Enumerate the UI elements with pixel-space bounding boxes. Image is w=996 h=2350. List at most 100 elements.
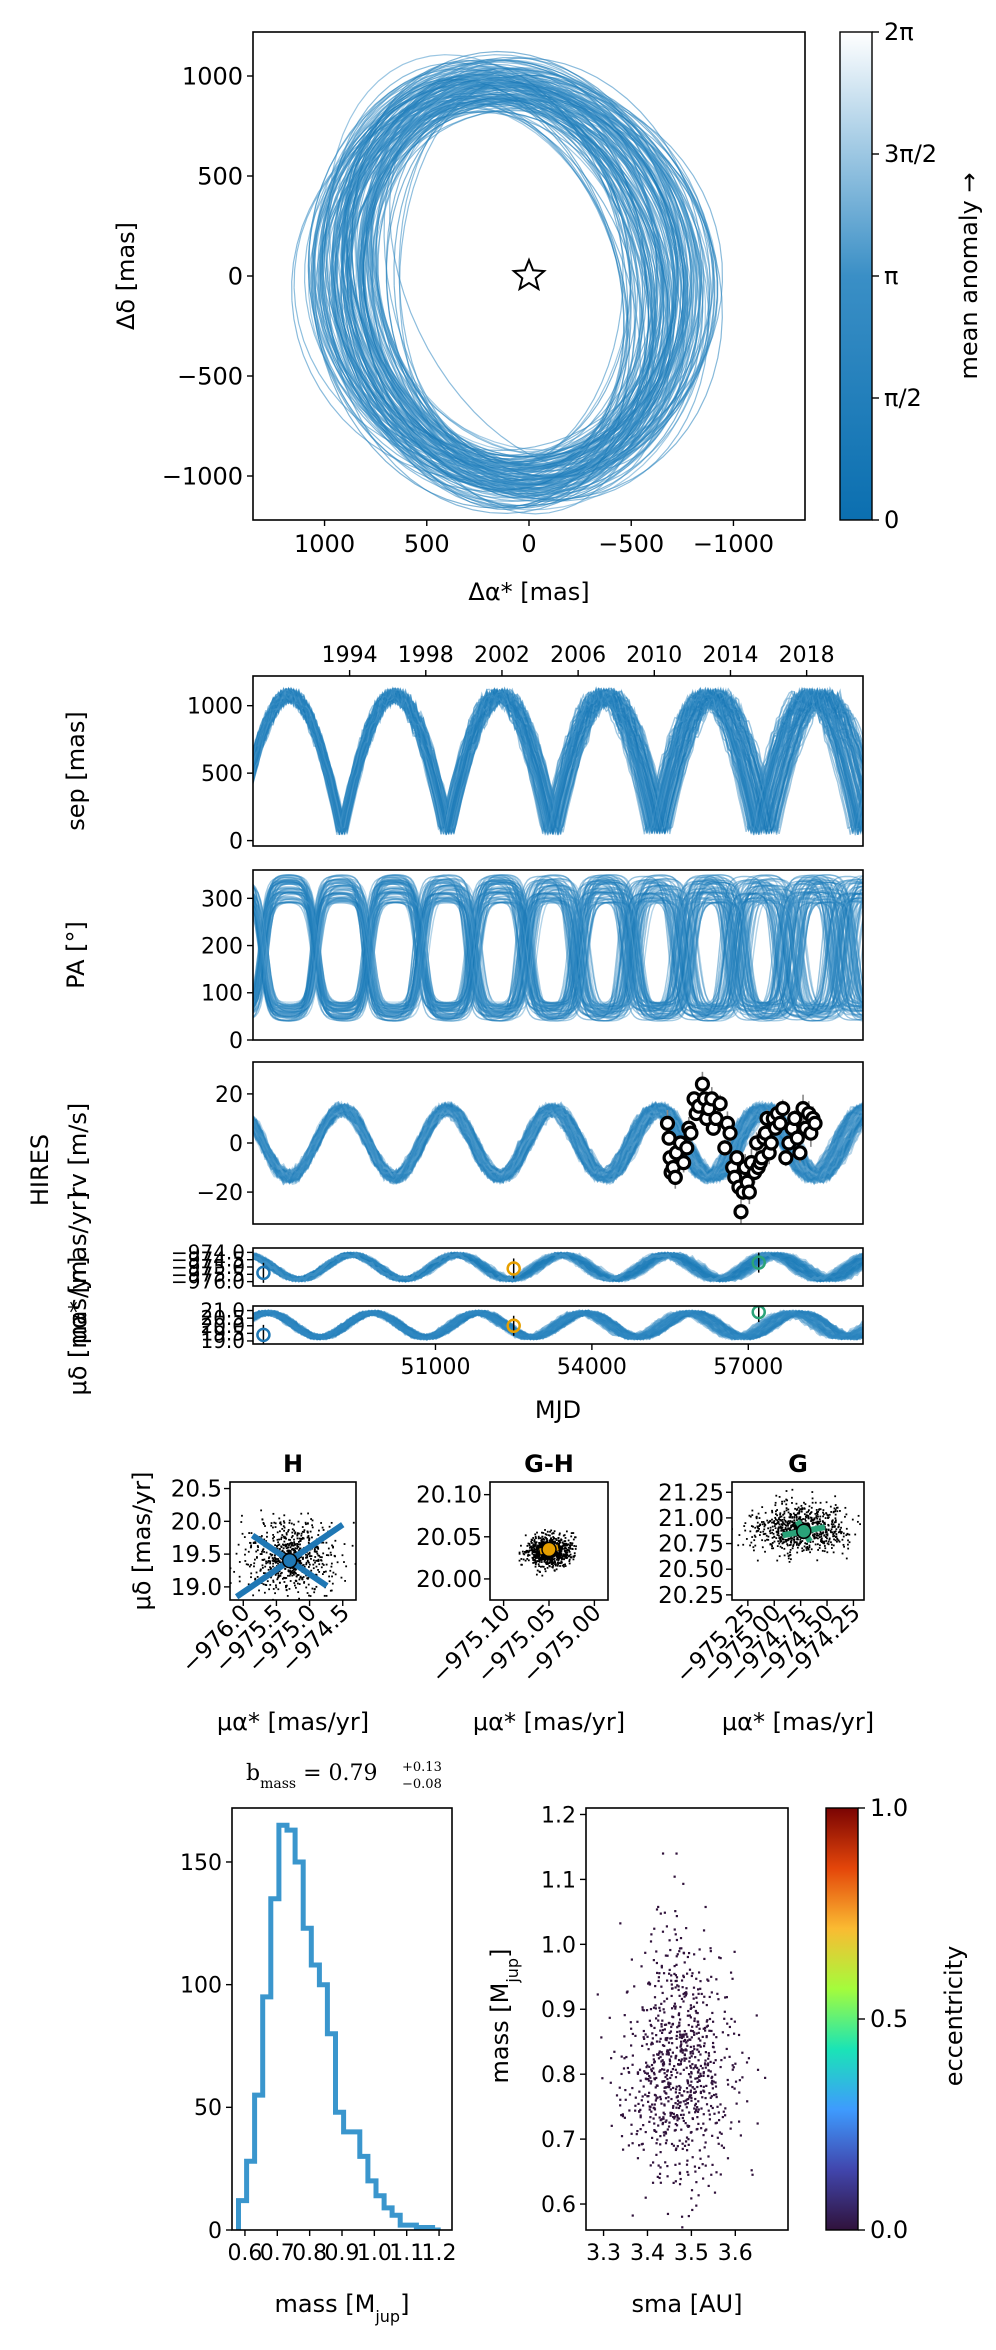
pm-sample-point	[330, 1562, 333, 1565]
posterior-sample-point	[663, 2023, 667, 2026]
pm-sample-point	[842, 1532, 845, 1535]
pm-sample-point	[781, 1521, 784, 1523]
sep-track	[253, 689, 863, 836]
pa-track	[253, 883, 863, 1020]
pm-sample-point	[788, 1544, 791, 1547]
y-tick-label: 19.0	[200, 1329, 245, 1353]
posterior-sample-point	[634, 2034, 637, 2037]
pm-sample-point	[274, 1558, 277, 1561]
posterior-sample-point	[686, 2044, 689, 2047]
posterior-sample-point	[738, 2079, 741, 2082]
pm-sample-point	[787, 1511, 790, 1514]
pm-sample-point	[839, 1528, 842, 1531]
pm-sample-point	[278, 1543, 281, 1546]
pm-sample-point	[842, 1535, 845, 1538]
pm-sample-point	[800, 1508, 803, 1511]
posterior-sample-point	[679, 2072, 682, 2075]
pm-track	[253, 1309, 863, 1341]
posterior-sample-point	[674, 2068, 677, 2071]
posterior-sample-point	[670, 1979, 673, 1982]
pm-sample-point	[795, 1541, 798, 1544]
posterior-sample-point	[692, 2031, 696, 2034]
pm-sample-point	[263, 1523, 265, 1526]
pm-sample-point	[279, 1548, 281, 1550]
pm-sample-point	[752, 1546, 755, 1549]
pm-sample-point	[774, 1527, 777, 1530]
pm-sample-point	[838, 1523, 840, 1526]
posterior-sample-point	[704, 2096, 707, 2100]
pm-sample-point	[786, 1544, 789, 1547]
pm-sample-point	[308, 1552, 311, 1555]
pm-sample-point	[771, 1545, 774, 1548]
sep-track	[253, 687, 863, 834]
posterior-sample-point	[653, 2122, 656, 2125]
posterior-sample-point	[726, 2078, 729, 2082]
posterior-sample-point	[674, 1986, 677, 1989]
rv-track	[253, 1107, 863, 1178]
pm-sample-point	[285, 1533, 288, 1536]
posterior-sample-point	[679, 2177, 682, 2181]
pm-sample-point	[788, 1554, 791, 1557]
pm-sample-point	[285, 1537, 288, 1540]
posterior-sample-point	[679, 2050, 682, 2053]
pm-track	[253, 1252, 863, 1283]
posterior-sample-point	[708, 2113, 711, 2116]
pm-sample-point	[541, 1543, 544, 1546]
posterior-sample-point	[666, 2049, 669, 2052]
sep-track	[253, 687, 863, 835]
posterior-sample-point	[661, 2053, 664, 2056]
posterior-sample-point	[646, 2064, 649, 2067]
pa-track	[253, 885, 863, 1017]
posterior-sample-point	[656, 2096, 659, 2099]
posterior-sample-point	[676, 2145, 679, 2148]
posterior-sample-point	[668, 2060, 672, 2063]
pm-sample-point	[247, 1563, 250, 1566]
pm-sample-point	[573, 1552, 576, 1555]
posterior-sample-point	[747, 2057, 751, 2060]
posterior-sample-point	[683, 2057, 686, 2060]
pm-sample-point	[532, 1557, 534, 1560]
pm-sample-point	[785, 1540, 788, 1543]
posterior-sample-point	[703, 2146, 706, 2149]
pm-sample-point	[824, 1523, 826, 1526]
posterior-sample-point	[659, 2166, 662, 2169]
colorbar-tick-label: 1.0	[870, 1794, 908, 1822]
pm-sample-point	[291, 1574, 294, 1577]
pm-sample-point	[785, 1490, 788, 1492]
pm-sample-point	[518, 1559, 521, 1562]
pm-sample-point	[299, 1539, 302, 1542]
x-tick-label: 1.2	[422, 2241, 457, 2266]
pm-sample-point	[558, 1541, 561, 1544]
pm-sample-point	[763, 1522, 766, 1525]
posterior-sample-point	[670, 2007, 674, 2010]
posterior-sample-point	[655, 2034, 658, 2037]
pm-sample-point	[832, 1535, 835, 1538]
posterior-sample-point	[715, 2093, 718, 2096]
pm-sample-point	[841, 1538, 844, 1541]
posterior-sample-point	[705, 2003, 708, 2007]
posterior-sample-point	[628, 2109, 631, 2112]
pm-sample-point	[836, 1538, 839, 1541]
rv-track	[253, 1106, 863, 1179]
pm-sample-point	[540, 1557, 543, 1559]
posterior-sample-point	[678, 2104, 682, 2108]
posterior-sample-point	[653, 2129, 656, 2133]
pm-sample-point	[320, 1522, 323, 1524]
x-tick-label: 51000	[400, 1355, 470, 1380]
pm-sample-point	[558, 1551, 561, 1554]
posterior-sample-point	[639, 2114, 642, 2117]
rv-track	[253, 1106, 863, 1180]
pm-sample-point	[250, 1544, 253, 1547]
posterior-sample-point	[708, 1995, 711, 1999]
year-tick-label: 2010	[626, 643, 682, 668]
title-subscript: mass	[260, 1776, 296, 1792]
posterior-sample-point	[663, 2090, 666, 2093]
pm-sample-point	[327, 1547, 330, 1550]
pm-track	[253, 1309, 863, 1341]
posterior-sample-point	[689, 2016, 692, 2019]
posterior-sample-point	[702, 2133, 705, 2137]
pm-sample-point	[281, 1577, 284, 1580]
pm-sample-point	[540, 1561, 543, 1563]
pm-sample-point	[532, 1562, 535, 1564]
posterior-sample-point	[661, 2068, 664, 2071]
